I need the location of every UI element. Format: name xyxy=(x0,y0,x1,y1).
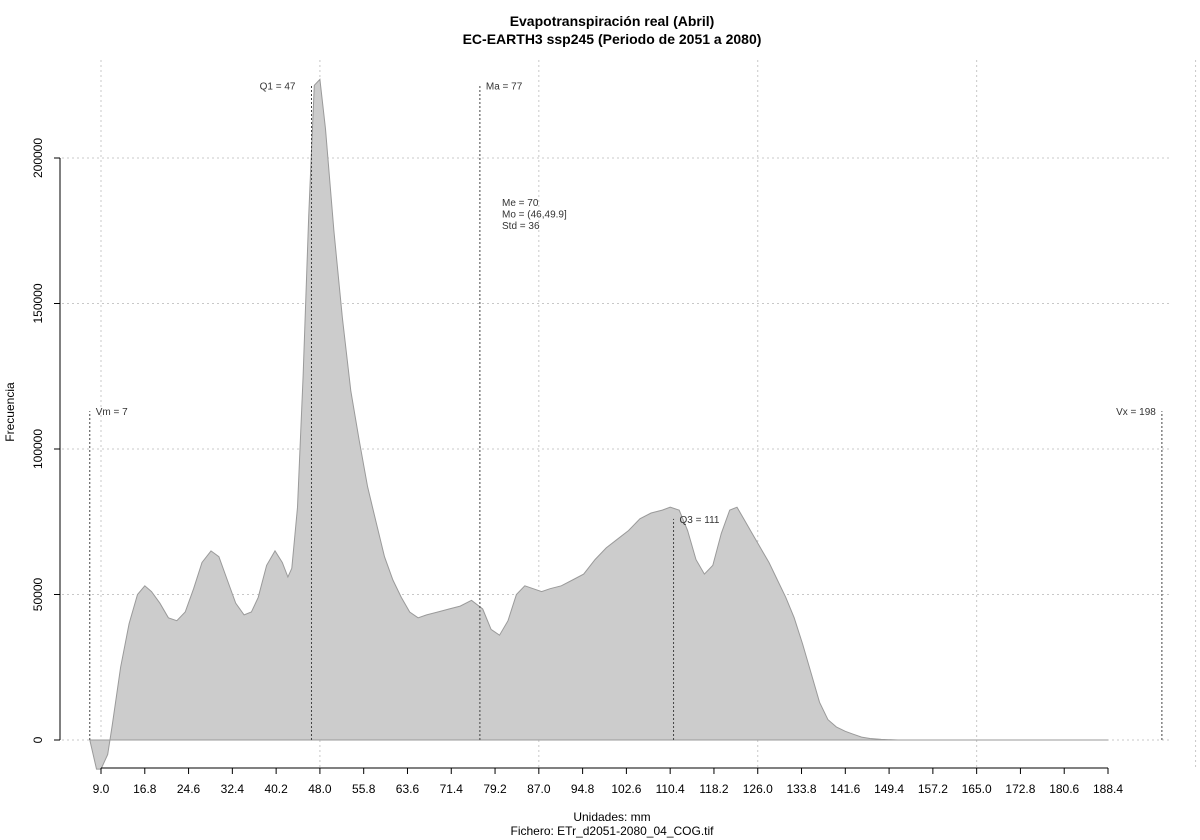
y-axis-label: Frecuencia xyxy=(3,382,17,442)
marker-label-4: Vx = 198 xyxy=(1116,407,1156,418)
stat-line-0: Me = 70 xyxy=(502,198,539,209)
x-tick-label-13: 110.4 xyxy=(656,782,685,796)
x-tick-label-7: 63.6 xyxy=(396,782,420,796)
x-tick-label-23: 188.4 xyxy=(1093,782,1123,796)
x-tick-label-4: 40.2 xyxy=(264,782,288,796)
y-tick-label-3: 150000 xyxy=(31,283,45,323)
x-tick-label-6: 55.8 xyxy=(352,782,376,796)
x-tick-label-15: 126.0 xyxy=(743,782,773,796)
x-tick-label-11: 94.8 xyxy=(571,782,595,796)
x-tick-label-14: 118.2 xyxy=(699,782,728,796)
footer-filename: Fichero: ETr_d2051-2080_04_COG.tif xyxy=(511,824,715,838)
axes: 9.0 16.8 24.6 32.4 40.2 48.0 55.8 63.6 71.4 79.2 8… xyxy=(31,138,1123,796)
x-tick-label-22: 180.6 xyxy=(1049,782,1079,796)
x-tick-label-12: 102.6 xyxy=(611,782,641,796)
x-tick-label-2: 24.6 xyxy=(177,782,201,796)
x-tick-label-3: 32.4 xyxy=(221,782,245,796)
y-tick-label-1: 50000 xyxy=(31,577,45,611)
marker-label-0: Vm = 7 xyxy=(96,407,128,418)
y-tick-label-4: 200000 xyxy=(31,138,45,178)
chart-title: Evapotranspiración real (Abril) xyxy=(510,13,715,29)
x-tick-label-1: 16.8 xyxy=(133,782,157,796)
chart-subtitle: EC-EARTH3 ssp245 (Periodo de 2051 a 2080… xyxy=(463,31,762,47)
x-tick-label-19: 157.2 xyxy=(918,782,948,796)
stat-markers: Vm = 7 Q1 = 47 Ma = 77 Q3 = 111 Vx = 198 xyxy=(89,81,1163,740)
y-tick-label-0: 0 xyxy=(31,736,45,743)
x-tick-label-16: 133.8 xyxy=(787,782,817,796)
x-tick-label-10: 87.0 xyxy=(527,782,551,796)
x-tick-label-18: 149.4 xyxy=(874,782,904,796)
x-tick-label-9: 79.2 xyxy=(483,782,507,796)
x-tick-label-21: 172.8 xyxy=(1005,782,1035,796)
marker-label-3: Q3 = 111 xyxy=(680,515,720,526)
marker-label-2: Ma = 77 xyxy=(486,81,523,92)
series-area-0 xyxy=(89,78,1108,770)
stat-line-2: Std = 36 xyxy=(502,221,540,232)
x-tick-label-5: 48.0 xyxy=(308,782,332,796)
plot-area xyxy=(89,78,1108,770)
x-tick-label-0: 9.0 xyxy=(93,782,110,796)
stat-line-1: Mo = (46,49.9] xyxy=(502,210,567,221)
marker-label-1: Q1 = 47 xyxy=(260,81,296,92)
y-tick-label-2: 100000 xyxy=(31,429,45,469)
x-tick-label-20: 165.0 xyxy=(962,782,992,796)
x-tick-label-8: 71.4 xyxy=(440,782,464,796)
x-tick-label-17: 141.6 xyxy=(830,782,860,796)
x-axis-label: Unidades: mm xyxy=(573,810,650,824)
